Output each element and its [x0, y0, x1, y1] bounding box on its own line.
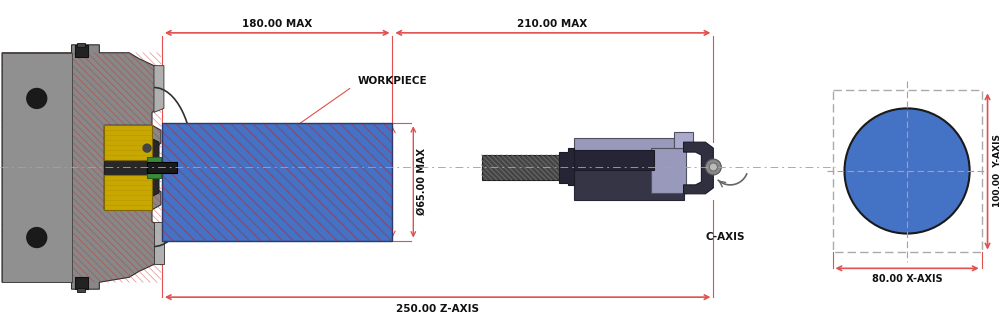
Circle shape	[27, 89, 47, 108]
Polygon shape	[154, 222, 164, 264]
Circle shape	[705, 159, 721, 175]
Bar	[482, 155, 561, 180]
Text: 180.00 MAX: 180.00 MAX	[242, 19, 312, 29]
Circle shape	[27, 227, 47, 247]
Text: 100.00  Y-AXIS: 100.00 Y-AXIS	[994, 135, 1000, 207]
Bar	[104, 125, 152, 160]
Bar	[77, 43, 85, 47]
Bar	[574, 138, 674, 170]
Polygon shape	[2, 45, 161, 289]
Bar	[75, 45, 88, 57]
Bar	[574, 150, 654, 170]
Bar	[651, 148, 686, 193]
Text: 210.00 MAX: 210.00 MAX	[517, 19, 588, 29]
Text: Ø65.00 MAX: Ø65.00 MAX	[416, 149, 426, 215]
Bar	[162, 123, 392, 240]
Text: 250.00 Z-AXIS: 250.00 Z-AXIS	[396, 304, 479, 314]
Circle shape	[844, 108, 970, 233]
Polygon shape	[154, 66, 164, 112]
Text: 80.00 X-AXIS: 80.00 X-AXIS	[872, 274, 942, 284]
Bar	[574, 168, 684, 200]
Bar	[833, 91, 982, 252]
Circle shape	[709, 163, 717, 171]
Text: C-AXIS: C-AXIS	[706, 231, 745, 241]
Polygon shape	[147, 157, 161, 178]
Bar	[75, 277, 88, 289]
Bar	[104, 175, 152, 210]
Polygon shape	[684, 142, 713, 194]
Text: WORKPIECE: WORKPIECE	[358, 76, 427, 86]
Circle shape	[143, 144, 151, 152]
Polygon shape	[104, 125, 159, 210]
Bar	[674, 132, 693, 148]
Bar	[77, 288, 85, 292]
Bar	[147, 162, 177, 173]
Polygon shape	[559, 148, 574, 185]
Bar	[2, 53, 72, 282]
